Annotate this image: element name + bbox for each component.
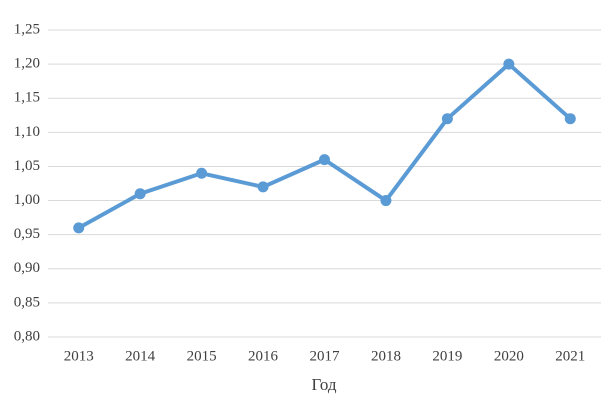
y-tick-label: 0,80 [14, 328, 40, 344]
y-tick-label: 0,85 [14, 294, 40, 310]
y-tick-label: 1,25 [14, 21, 40, 37]
data-line [77, 62, 572, 230]
data-point [503, 58, 515, 70]
x-tick-label: 2015 [187, 348, 217, 364]
x-axis-label: Год [312, 375, 337, 394]
x-tick-label: 2017 [310, 348, 341, 364]
x-tick-label: 2018 [371, 348, 401, 364]
data-point [441, 113, 453, 125]
data-point [380, 195, 392, 207]
y-tick-label: 1,10 [14, 124, 40, 140]
data-point [196, 167, 208, 179]
y-tick-label: 1,20 [14, 56, 40, 72]
x-tick-label: 2020 [494, 348, 524, 364]
y-tick-label: 1,15 [14, 90, 40, 106]
x-tick-label: 2013 [64, 348, 94, 364]
data-point [73, 222, 85, 234]
x-tick-label: 2021 [555, 348, 585, 364]
x-tick-label: 2016 [248, 348, 279, 364]
y-tick-label: 1,05 [14, 158, 40, 174]
y-tick-label: 1,00 [14, 192, 40, 208]
data-point [564, 113, 576, 125]
data-point [257, 181, 269, 193]
x-tick-label: 2014 [125, 348, 156, 364]
x-tick-label: 2019 [432, 348, 462, 364]
data-point [134, 188, 146, 200]
y-tick-label: 0,90 [14, 260, 40, 276]
y-tick-label: 0,95 [14, 226, 40, 242]
data-point [319, 154, 330, 166]
